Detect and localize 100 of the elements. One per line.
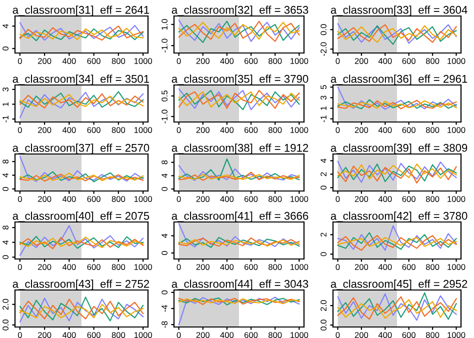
- x-tick-label: 200: [196, 264, 210, 270]
- line-series: [19, 225, 144, 256]
- y-tick-label: -1.0: [162, 38, 168, 52]
- x-tick-label: 600: [244, 264, 258, 270]
- x-tick-label: 600: [244, 58, 258, 64]
- x-tick-label: 400: [220, 196, 234, 202]
- y-tick-label: 4: [162, 234, 168, 238]
- x-tick-label: 0: [336, 264, 340, 270]
- x-tick-label: 600: [402, 264, 416, 270]
- line-series: [19, 22, 144, 41]
- chart-title: a_classroom[44] eff = 3043: [172, 280, 308, 290]
- x-tick-label: 0: [336, 332, 340, 338]
- x-tick-label: 400: [220, 264, 234, 270]
- y-tick-label: 1: [320, 106, 326, 110]
- y-tick-label: 2: [320, 172, 326, 176]
- x-tick-label: 800: [426, 127, 440, 133]
- x-tick-label: 200: [354, 264, 368, 270]
- x-tick-label: 400: [378, 196, 392, 202]
- y-tick-label: -1: [320, 116, 326, 122]
- x-tick-label: 0: [18, 264, 22, 270]
- x-tick-label: 0: [176, 58, 181, 64]
- x-tick-label: 800: [426, 58, 440, 64]
- x-tick-label: 0: [176, 196, 181, 202]
- x-tick-label: 200: [354, 332, 368, 338]
- y-tick-label: 4: [2, 24, 8, 28]
- y-tick-label: 0: [2, 46, 8, 51]
- x-tick-label: 600: [244, 332, 258, 338]
- x-tick-label: 600: [87, 58, 100, 64]
- x-tick-label: 200: [354, 196, 368, 202]
- x-tick-label: 200: [354, 127, 368, 133]
- x-tick-label: 800: [268, 127, 282, 133]
- x-tick-label: 0: [336, 127, 340, 133]
- x-tick-label: 0: [176, 332, 181, 338]
- y-tick-label: 0: [2, 255, 8, 260]
- y-tick-label: 0: [162, 250, 168, 255]
- y-tick-label: 0: [320, 186, 326, 190]
- x-tick-label: 1000: [290, 196, 308, 202]
- chart-title: a_classroom[42] eff = 3780: [330, 212, 468, 222]
- y-tick-label: -1.0: [162, 110, 168, 124]
- y-tick-label: 4: [320, 158, 326, 163]
- x-tick-label: 0: [336, 196, 340, 202]
- y-tick-label: 0.5: [162, 90, 168, 102]
- x-tick-label: 400: [220, 127, 234, 133]
- y-tick-label: 2.0: [320, 300, 326, 311]
- x-tick-label: 400: [378, 58, 392, 64]
- x-tick-label: 800: [426, 196, 440, 202]
- line-series: [178, 158, 300, 181]
- x-tick-label: 1000: [134, 58, 152, 64]
- x-tick-label: 600: [402, 127, 416, 133]
- y-tick-label: 0.0: [320, 24, 326, 36]
- line-series: [19, 92, 144, 118]
- x-tick-label: 400: [62, 332, 76, 338]
- chart-title: a_classroom[39] eff = 3809: [330, 144, 468, 154]
- y-tick-label: 1: [2, 102, 8, 106]
- line-series: [337, 86, 457, 110]
- x-tick-label: 600: [87, 332, 100, 338]
- y-tick-label: 0.0: [320, 320, 326, 331]
- chart-title: a_classroom[35] eff = 3790: [172, 74, 308, 85]
- x-tick-label: 600: [402, 58, 416, 64]
- x-tick-label: 200: [196, 196, 210, 202]
- x-tick-label: 200: [38, 127, 52, 133]
- x-tick-label: 800: [112, 127, 126, 133]
- x-tick-label: 1000: [448, 58, 466, 64]
- x-tick-label: 600: [87, 127, 100, 133]
- x-tick-label: 600: [87, 196, 100, 202]
- line-series: [337, 232, 457, 250]
- x-tick-label: 200: [354, 58, 368, 64]
- x-tick-label: 1000: [290, 264, 308, 270]
- y-tick-label: 3: [2, 87, 8, 92]
- x-tick-label: 600: [87, 264, 100, 270]
- x-tick-label: 200: [38, 58, 52, 64]
- y-tick-label: 8: [2, 160, 8, 164]
- x-tick-label: 200: [38, 264, 52, 270]
- x-tick-label: 0: [18, 127, 22, 133]
- x-tick-label: 0: [176, 264, 181, 270]
- x-tick-label: 1000: [448, 264, 466, 270]
- x-tick-label: 800: [426, 332, 440, 338]
- x-tick-label: 600: [402, 332, 416, 338]
- x-tick-label: 1000: [134, 127, 152, 133]
- y-tick-label: 2.0: [2, 298, 8, 310]
- x-tick-label: 800: [112, 196, 126, 202]
- x-tick-label: 1000: [134, 196, 152, 202]
- line-series: [19, 304, 144, 318]
- line-series: [178, 165, 300, 181]
- y-tick-label: 4: [162, 174, 168, 178]
- chart-title: a_classroom[31] eff = 2641: [12, 6, 150, 16]
- y-tick-label: 3: [320, 96, 326, 100]
- x-tick-label: 600: [402, 196, 416, 202]
- y-tick-label: 2: [320, 232, 326, 237]
- x-tick-label: 200: [196, 58, 210, 64]
- y-tick-label: 0.0: [2, 319, 8, 330]
- x-tick-label: 200: [38, 196, 52, 202]
- y-tick-label: 4: [2, 240, 8, 244]
- y-tick-label: 0: [162, 187, 168, 191]
- chart-title: a_classroom[43] eff = 2752: [12, 280, 150, 290]
- x-tick-label: 1000: [290, 58, 308, 64]
- x-tick-label: 800: [268, 58, 282, 64]
- y-tick-label: 8: [162, 160, 168, 164]
- x-tick-label: 0: [18, 332, 22, 338]
- x-tick-label: 0: [18, 196, 22, 202]
